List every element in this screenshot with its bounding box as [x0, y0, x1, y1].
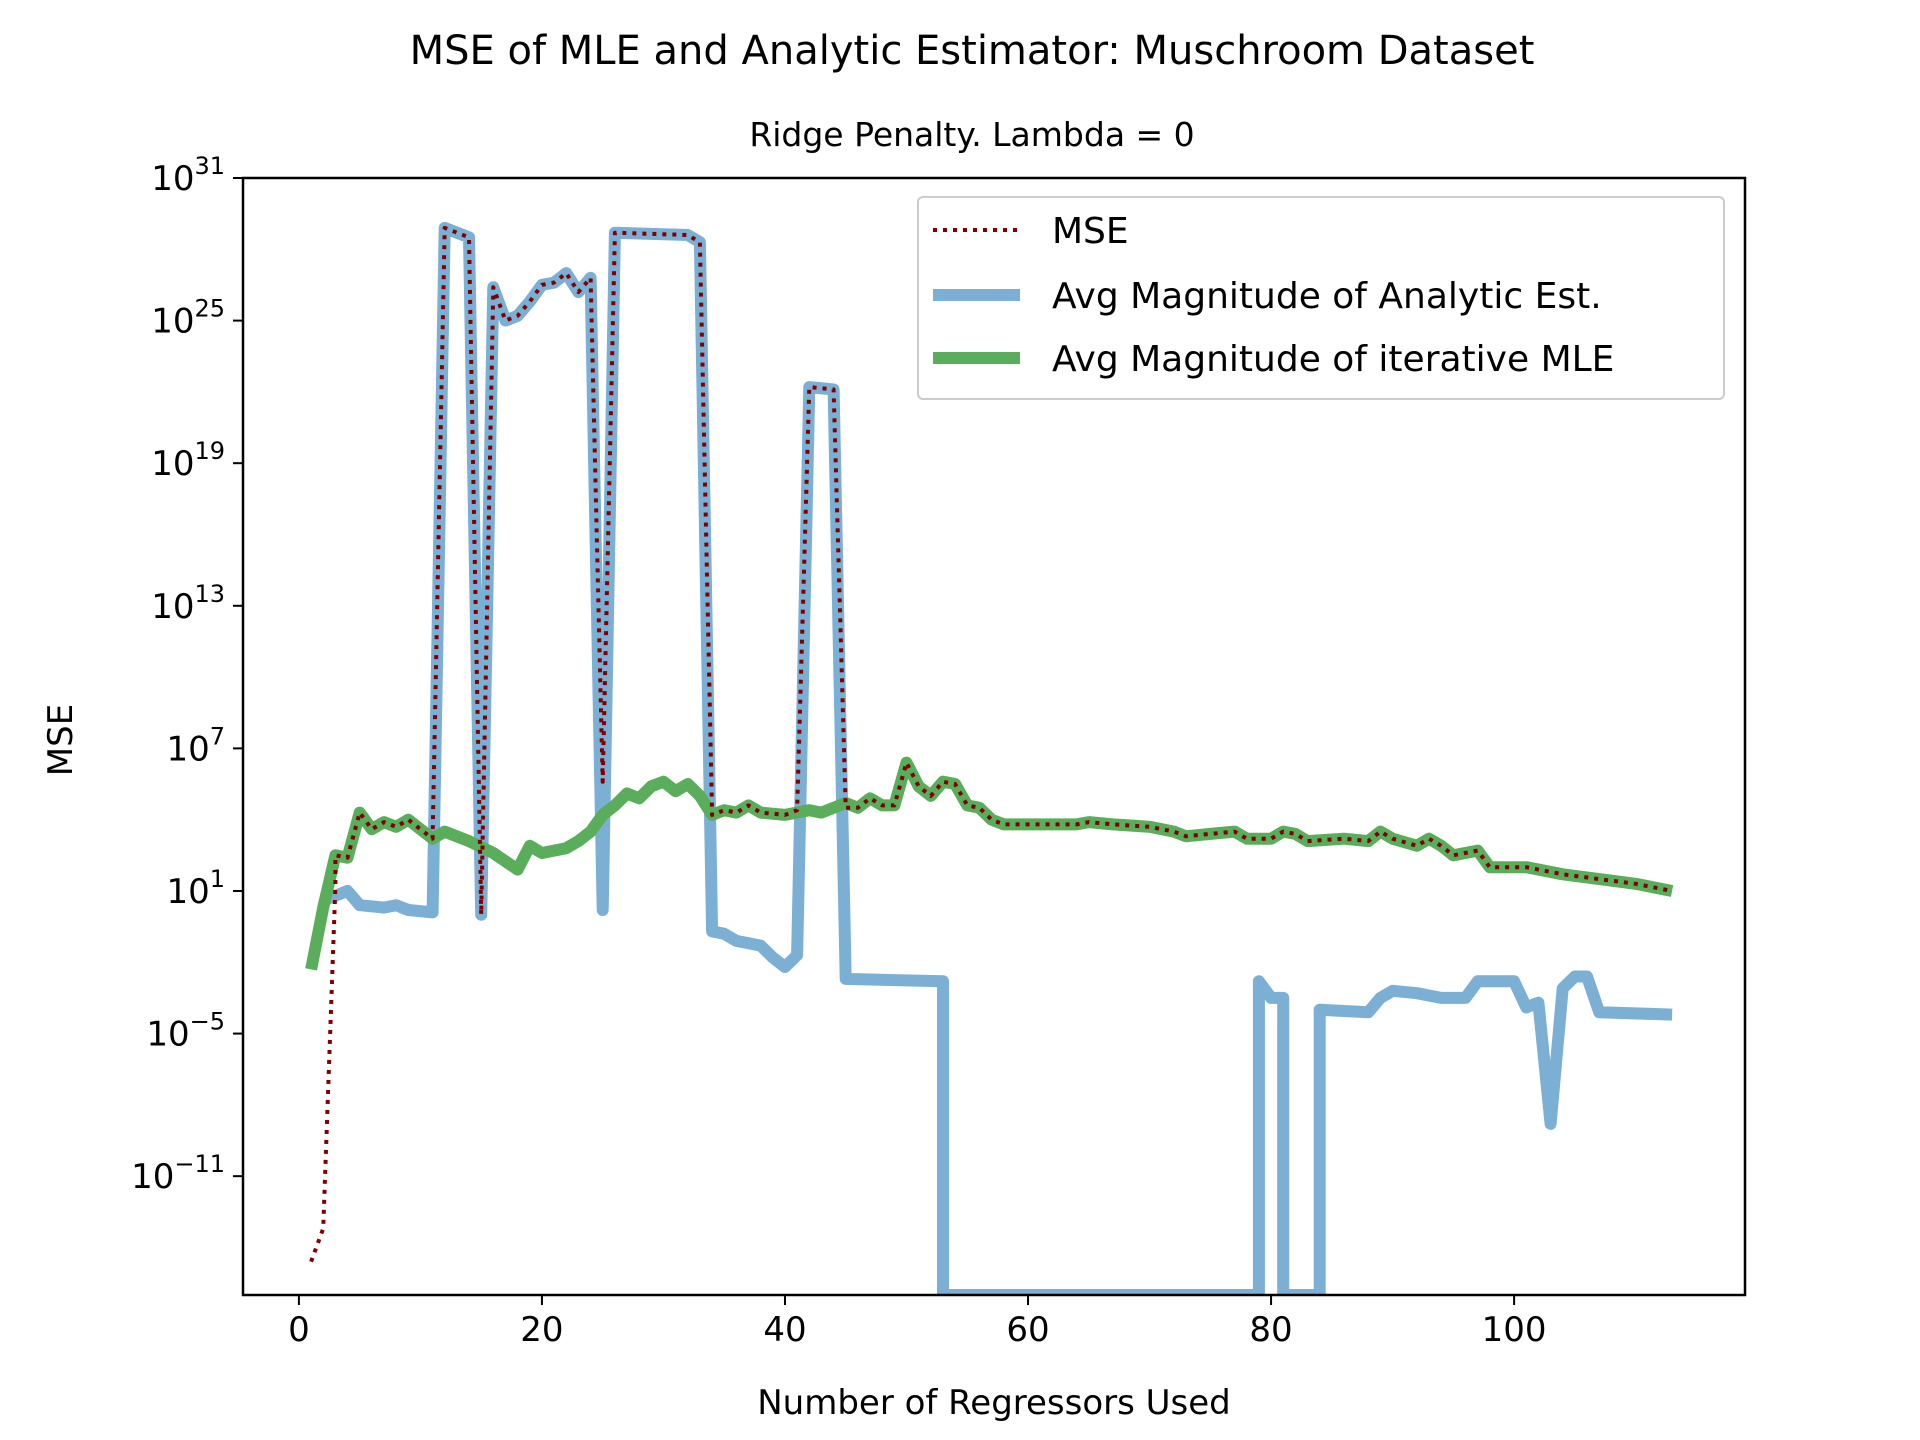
x-tick-label: 20 — [520, 1310, 563, 1350]
x-tick-label: 0 — [288, 1310, 310, 1350]
legend-label-mse: MSE — [1052, 211, 1129, 252]
y-tick-label: 1031 — [151, 152, 225, 199]
y-tick-label: 101 — [166, 865, 225, 912]
y-tick-label: 10−5 — [146, 1008, 225, 1055]
y-tick-label: 1013 — [151, 580, 225, 627]
x-axis-label: Number of Regressors Used — [757, 1383, 1231, 1423]
y-tick-label: 107 — [166, 722, 225, 769]
chart-subtitle: Ridge Penalty. Lambda = 0 — [749, 115, 1194, 154]
legend-box — [917, 196, 1725, 400]
y-tick-label: 1019 — [151, 437, 225, 484]
x-tick-label: 100 — [1482, 1310, 1547, 1350]
series-layer — [305, 221, 1674, 1295]
y-axis-label: MSE — [41, 704, 81, 776]
series-line-mse — [309, 225, 1673, 1263]
legend-label-mle: Avg Magnitude of iterative MLE — [1052, 339, 1614, 380]
x-tick-label: 40 — [763, 1310, 806, 1350]
axis-layer: 0 20 40 60 80 100 10−11 10−5 101 107 1013 1019 1025 1… — [131, 152, 1546, 1350]
x-tick-label: 60 — [1006, 1310, 1049, 1350]
chart-title: MSE of MLE and Analytic Estimator: Musch… — [410, 28, 1535, 74]
legend-label-analytic: Avg Magnitude of Analytic Est. — [1052, 276, 1602, 317]
y-tick-label: 10−11 — [131, 1150, 225, 1197]
x-tick-label: 80 — [1249, 1310, 1292, 1350]
legend: MSE Avg Magnitude of Analytic Est. Avg M… — [917, 196, 1725, 400]
series-line-analytic — [321, 221, 1673, 1295]
series-line-mle — [305, 756, 1674, 971]
y-tick-label: 1025 — [151, 295, 225, 342]
plot-frame — [241, 176, 1747, 1297]
